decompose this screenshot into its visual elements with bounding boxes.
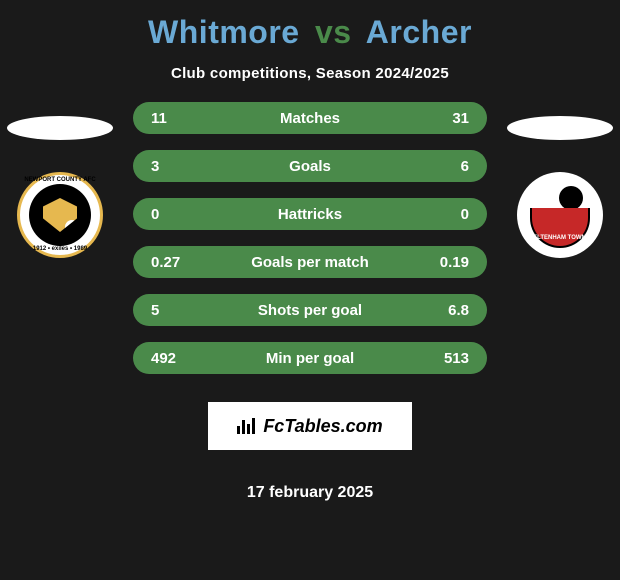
left-crest-top-text: NEWPORT COUNTY AFC [24, 177, 95, 183]
right-column: CHELTENHAM TOWN FC [500, 102, 620, 258]
stat-label: Min per goal [197, 350, 423, 367]
left-player-oval [7, 116, 113, 140]
left-crest-bottom-text: 1912 • exiles • 1989 [33, 246, 87, 252]
stat-right-value: 513 [423, 350, 469, 367]
right-player-oval [507, 116, 613, 140]
stat-left-value: 0.27 [151, 254, 197, 271]
stat-right-value: 31 [423, 110, 469, 127]
stat-right-value: 6.8 [423, 302, 469, 319]
stat-row-mpg: 492 Min per goal 513 [133, 342, 487, 374]
player2-name: Archer [366, 14, 472, 50]
stat-left-value: 11 [151, 110, 197, 127]
left-column: NEWPORT COUNTY AFC 1912 • exiles • 1989 [0, 102, 120, 258]
vs-label: vs [315, 14, 352, 50]
stat-left-value: 5 [151, 302, 197, 319]
stat-label: Goals [197, 158, 423, 175]
stat-row-goals: 3 Goals 6 [133, 150, 487, 182]
stat-right-value: 6 [423, 158, 469, 175]
stat-label: Goals per match [197, 254, 423, 271]
right-crest-text: CHELTENHAM TOWN FC [517, 235, 603, 242]
stat-left-value: 0 [151, 206, 197, 223]
stat-label: Hattricks [197, 206, 423, 223]
stat-left-value: 492 [151, 350, 197, 367]
stat-right-value: 0 [423, 206, 469, 223]
date-text: 17 february 2025 [247, 484, 373, 502]
right-crest-ball-icon [559, 186, 583, 210]
stat-label: Shots per goal [197, 302, 423, 319]
left-crest-ring [29, 184, 91, 246]
stat-row-spg: 5 Shots per goal 6.8 [133, 294, 487, 326]
right-crest-curve [530, 208, 590, 248]
infographic-root: Whitmore vs Archer Club competitions, Se… [0, 0, 620, 502]
stat-label: Matches [197, 110, 423, 127]
stat-right-value: 0.19 [423, 254, 469, 271]
stat-row-matches: 11 Matches 31 [133, 102, 487, 134]
brand-box: FcTables.com [208, 402, 412, 450]
subtitle: Club competitions, Season 2024/2025 [171, 65, 449, 82]
content-row: NEWPORT COUNTY AFC 1912 • exiles • 1989 … [0, 102, 620, 502]
left-crest-shield-icon [43, 198, 77, 232]
stat-left-value: 3 [151, 158, 197, 175]
right-club-crest: CHELTENHAM TOWN FC [517, 172, 603, 258]
fctables-logo-icon [237, 418, 257, 434]
player1-name: Whitmore [148, 14, 300, 50]
stat-row-gpm: 0.27 Goals per match 0.19 [133, 246, 487, 278]
brand-text: FcTables.com [263, 416, 382, 437]
stats-column: 11 Matches 31 3 Goals 6 0 Hattricks 0 0.… [120, 102, 500, 502]
title-row: Whitmore vs Archer [148, 14, 472, 51]
stat-row-hattricks: 0 Hattricks 0 [133, 198, 487, 230]
left-club-crest: NEWPORT COUNTY AFC 1912 • exiles • 1989 [17, 172, 103, 258]
